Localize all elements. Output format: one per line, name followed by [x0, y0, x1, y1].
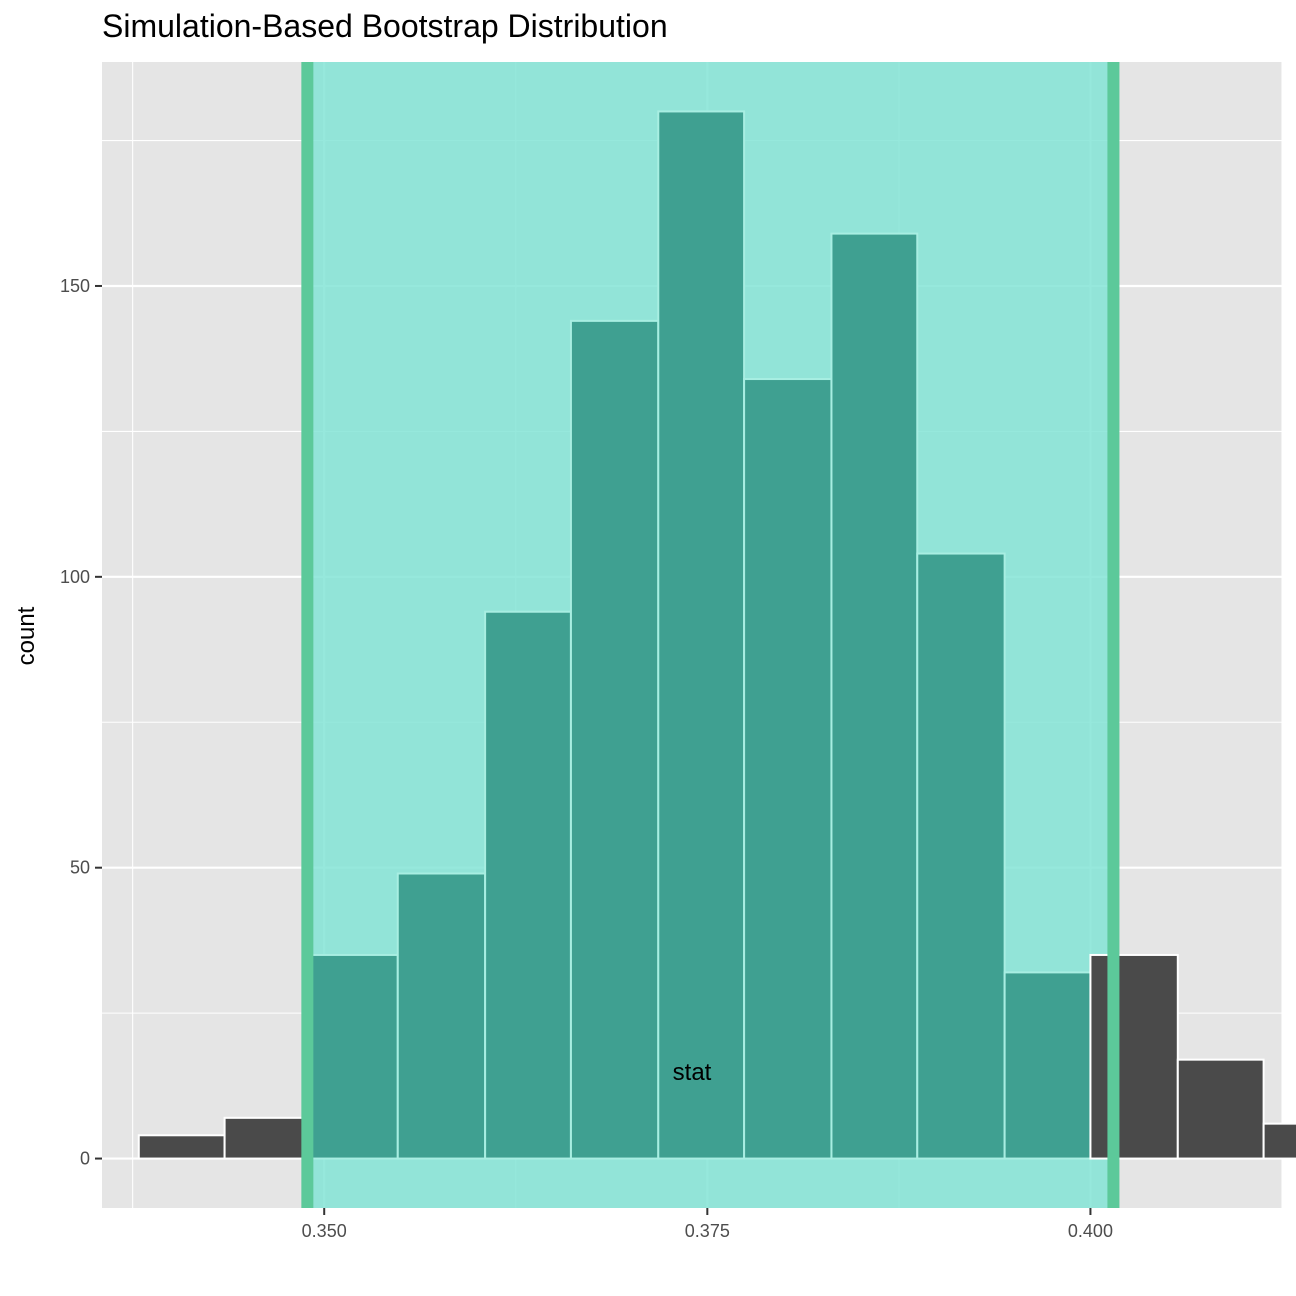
histogram-bar-13 — [1262, 1122, 1296, 1160]
chart-title: Simulation-Based Bootstrap Distribution — [102, 8, 668, 44]
histogram-bar-7 — [743, 378, 833, 1160]
x-axis: 0.350 0.375 0.400 — [302, 1208, 1113, 1241]
histogram-bar-0 — [137, 1134, 226, 1160]
histogram-bar-8 — [830, 232, 919, 1160]
y-tick-label-1: 50 — [70, 858, 90, 878]
histogram-bar-1 — [223, 1116, 313, 1160]
histogram-bars — [137, 110, 1296, 1160]
y-tick-label-2: 100 — [60, 567, 90, 587]
x-axis-title: stat — [673, 1059, 712, 1086]
histogram-bar-6 — [657, 110, 746, 1160]
y-tick-label-3: 150 — [60, 276, 90, 296]
histogram-bar-5 — [569, 319, 660, 1160]
x-tick-label-1: 0.375 — [685, 1221, 730, 1241]
histogram-bar-9 — [916, 552, 1006, 1160]
histogram-bar-10 — [1003, 971, 1092, 1160]
histogram-bar-2 — [310, 953, 399, 1160]
histogram-bar-12 — [1176, 1058, 1265, 1160]
x-tick-label-0: 0.350 — [302, 1221, 347, 1241]
y-axis-title: count — [13, 606, 40, 665]
histogram-bar-4 — [484, 610, 572, 1160]
histogram-bar-3 — [396, 872, 487, 1160]
x-tick-label-2: 0.400 — [1068, 1221, 1113, 1241]
histogram-bar-11 — [1089, 953, 1179, 1160]
y-axis: 0 50 100 150 — [60, 276, 102, 1169]
y-tick-label-0: 0 — [80, 1149, 90, 1169]
